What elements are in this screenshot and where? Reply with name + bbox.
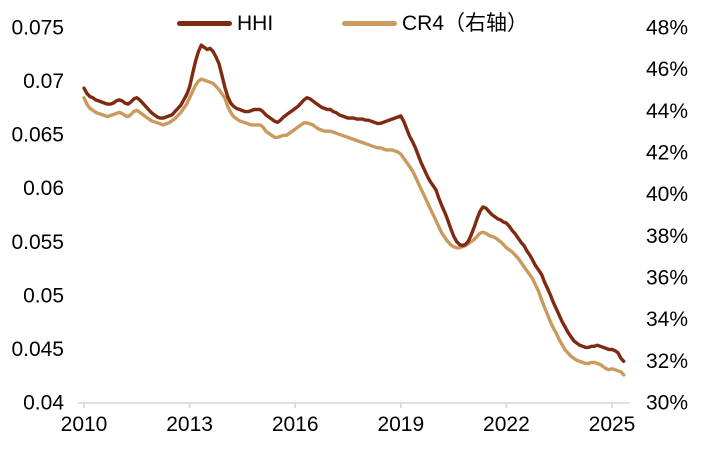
- y-left-tick-label: 0.065: [11, 124, 64, 147]
- y-right-tick-label: 30%: [646, 392, 688, 415]
- y-right-tick-label: 36%: [646, 267, 688, 290]
- y-left-tick-label: 0.05: [23, 284, 64, 307]
- cr4-line-series: [82, 77, 626, 377]
- x-tick-label: 2016: [272, 413, 319, 436]
- legend-item-hhi: HHI: [177, 12, 273, 35]
- hhi-legend-label: HHI: [237, 12, 274, 35]
- cr4-line-swatch-icon: [342, 21, 397, 26]
- hhi-line-swatch-icon: [177, 21, 232, 26]
- hhi-line-series: [82, 43, 626, 363]
- y-left-tick-label: 0.04: [23, 392, 64, 415]
- y-left-tick-label: 0.06: [23, 177, 64, 200]
- x-tick-label: 2025: [589, 413, 636, 436]
- y-left-tick-label: 0.07: [23, 70, 64, 93]
- y-right-tick-label: 46%: [646, 58, 688, 81]
- cr4-legend-label: CR4（右轴）: [402, 12, 529, 35]
- y-left-tick-label: 0.045: [11, 338, 64, 361]
- x-tick-label: 2019: [377, 413, 424, 436]
- x-tick-label: 2022: [483, 413, 530, 436]
- y-right-tick-label: 32%: [646, 350, 688, 373]
- y-right-tick-label: 48%: [646, 17, 688, 40]
- legend-item-cr4: CR4（右轴）: [342, 12, 528, 35]
- y-right-tick-label: 42%: [646, 142, 688, 165]
- y-left-tick-label: 0.055: [11, 231, 64, 254]
- y-right-tick-label: 38%: [646, 225, 688, 248]
- y-right-tick-label: 34%: [646, 308, 688, 331]
- x-tick-label: 2013: [166, 413, 213, 436]
- y-right-tick-label: 44%: [646, 100, 688, 123]
- y-right-tick-label: 40%: [646, 183, 688, 206]
- y-left-tick-label: 0.075: [11, 17, 64, 40]
- x-tick-label: 2010: [61, 413, 108, 436]
- legend: HHI CR4（右轴）: [0, 0, 722, 40]
